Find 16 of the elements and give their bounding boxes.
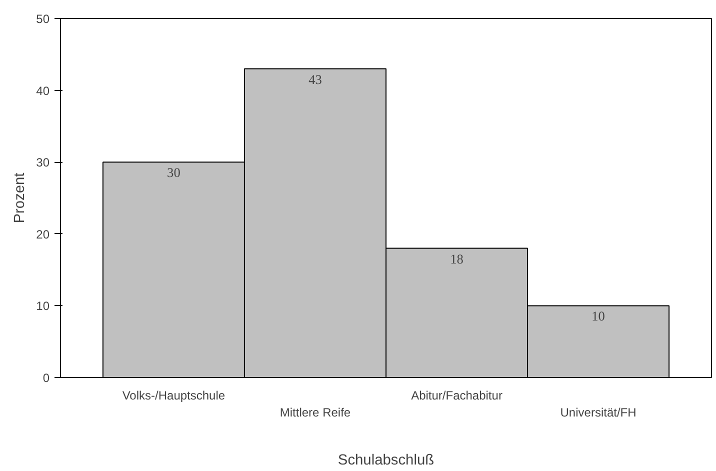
- x-tick-label: Mittlere Reife: [280, 405, 351, 420]
- y-tick-label: 40: [36, 84, 50, 98]
- y-tick-label: 10: [36, 299, 50, 314]
- y-tick-label: 20: [36, 227, 50, 242]
- x-tick-label: Abitur/Fachabitur: [411, 388, 502, 402]
- data-label: 10: [592, 308, 606, 324]
- data-label: 18: [450, 251, 464, 266]
- data-label: 30: [167, 165, 181, 180]
- x-tick-label: Volks-/Hauptschule: [122, 388, 226, 402]
- data-label: 43: [308, 72, 322, 87]
- y-tick-label: 50: [36, 12, 50, 26]
- x-axis-title: Schulabschluß: [338, 452, 434, 468]
- y-tick-label: 0: [42, 371, 50, 385]
- y-axis-title: Prozent: [12, 172, 28, 224]
- y-tick-label: 30: [36, 156, 50, 170]
- x-tick-label: Universität/FH: [560, 405, 636, 420]
